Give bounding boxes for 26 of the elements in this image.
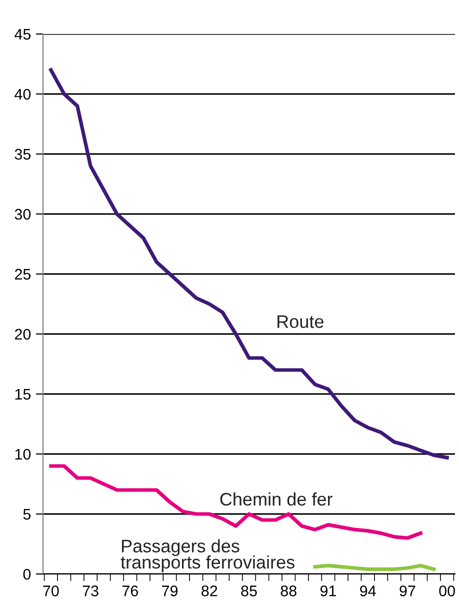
y-tick-label: 0	[23, 568, 31, 580]
x-tick-label: 97	[400, 586, 416, 596]
y-tick-label: 20	[14, 328, 31, 340]
x-tick-label: 82	[202, 586, 218, 596]
line-series	[49, 68, 449, 460]
y-tick-label: 25	[14, 268, 31, 280]
x-tick-label: 00	[439, 586, 455, 596]
x-tick-label: 79	[162, 586, 178, 596]
y-tick-label: 40	[14, 88, 31, 100]
y-tick-label: 10	[15, 448, 31, 460]
y-tick-label: 15	[15, 389, 31, 400]
x-tick-label: 70	[43, 586, 59, 596]
y-tick-label: 35	[14, 148, 31, 160]
y-tick-label: 5	[23, 509, 31, 520]
line-series	[49, 464, 422, 540]
x-tick-label: 88	[280, 586, 296, 596]
y-tick-label: 45	[14, 29, 31, 40]
series-label: Route	[278, 315, 324, 328]
x-tick-label: 94	[360, 586, 376, 596]
series-label: Passagers des transports ferroviaires	[120, 539, 294, 572]
x-tick-label: 73	[82, 586, 98, 596]
x-tick-label: 76	[122, 586, 138, 596]
y-tick-label: 30	[14, 208, 31, 220]
x-tick-label: 91	[320, 586, 336, 596]
x-tick-label: 85	[241, 586, 257, 596]
series-label: Chemin de fer	[220, 492, 332, 506]
